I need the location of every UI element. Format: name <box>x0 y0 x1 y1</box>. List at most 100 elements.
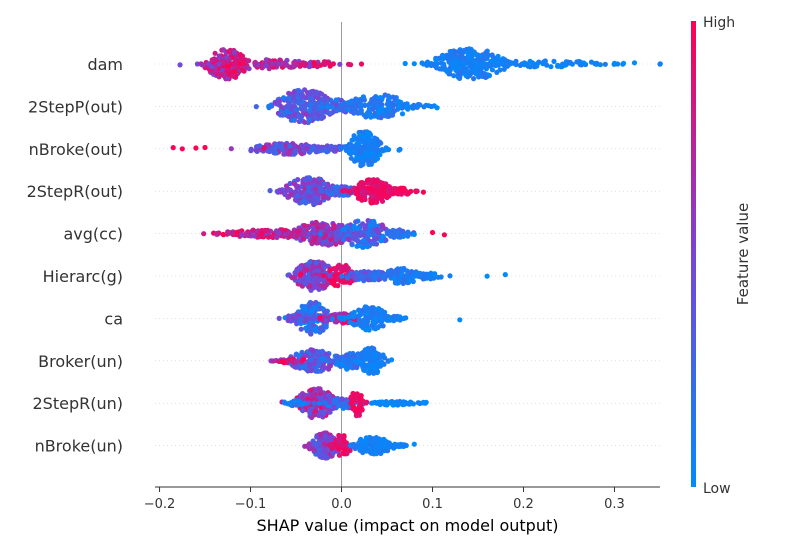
shap-point <box>282 104 289 111</box>
shap-point <box>351 235 357 241</box>
shap-point <box>371 218 377 224</box>
shap-point <box>380 233 386 239</box>
shap-point <box>611 60 618 66</box>
shap-point <box>281 95 287 101</box>
shap-point <box>378 195 384 202</box>
shap-point <box>313 260 319 266</box>
shap-point <box>345 232 351 239</box>
shap-point <box>295 229 301 235</box>
shap-point <box>306 315 312 321</box>
shap-point <box>310 264 316 270</box>
shap-point <box>321 441 328 447</box>
shap-point <box>287 180 293 187</box>
shap-point <box>310 322 316 328</box>
shap-point <box>581 60 587 66</box>
shap-point <box>373 136 379 142</box>
shap-point <box>483 74 489 80</box>
shap-point <box>353 277 359 283</box>
shap-point <box>317 62 324 68</box>
shap-point <box>361 322 367 328</box>
shap-point <box>391 276 397 282</box>
shap-point <box>276 61 282 67</box>
shap-point <box>483 50 489 56</box>
shap-point <box>301 236 307 242</box>
shap-point <box>299 391 306 397</box>
shap-point <box>351 309 357 315</box>
dots-layer <box>170 46 663 461</box>
shap-point <box>369 310 375 316</box>
shap-point <box>323 239 330 245</box>
shap-point <box>338 433 344 439</box>
shap-point <box>468 70 474 76</box>
shap-point <box>352 146 358 152</box>
shap-point <box>306 443 312 449</box>
shap-point <box>396 99 402 105</box>
shap-point <box>349 137 355 143</box>
shap-point <box>404 104 410 110</box>
shap-point <box>331 404 337 410</box>
shap-point <box>377 323 383 329</box>
shap-point <box>327 363 333 369</box>
shap-point <box>313 186 319 192</box>
shap-point <box>360 307 366 313</box>
shap-point <box>433 57 439 63</box>
shap-point <box>410 401 416 407</box>
shap-point <box>354 155 360 161</box>
shap-point <box>300 408 306 414</box>
shap-point <box>391 186 397 192</box>
shap-point <box>391 318 397 324</box>
shap-point <box>357 312 363 318</box>
shap-point <box>379 147 385 153</box>
shap-point <box>349 241 355 247</box>
shap-point <box>342 265 348 271</box>
shap-point <box>548 64 554 70</box>
shap-point <box>321 97 327 103</box>
shap-point <box>334 353 340 359</box>
shap-point <box>386 272 392 278</box>
shap-point <box>338 146 344 152</box>
shap-point <box>471 76 477 82</box>
shap-point <box>234 229 240 235</box>
shap-point <box>354 187 360 193</box>
shap-point <box>307 362 313 368</box>
shap-point <box>484 273 490 279</box>
shap-point <box>389 357 395 363</box>
shap-point <box>227 230 233 236</box>
shap-point <box>329 191 335 197</box>
shap-point <box>307 108 313 114</box>
shap-point <box>316 361 322 367</box>
shap-point <box>402 60 408 67</box>
shap-point <box>367 222 373 228</box>
shap-point <box>380 182 386 188</box>
shap-point <box>288 192 294 198</box>
colorbar-title: Feature value <box>734 203 752 305</box>
shap-point <box>521 62 527 68</box>
shap-point <box>237 61 243 67</box>
x-tick-label: 0.3 <box>604 497 625 512</box>
shap-point <box>220 231 226 238</box>
shap-point <box>377 188 383 194</box>
x-tick-label: 0.2 <box>513 497 534 512</box>
shap-point <box>265 227 271 233</box>
shap-point <box>372 438 378 444</box>
x-axis-ticks: −0.2 −0.1 0.0 0.1 0.2 0.3 <box>144 487 625 512</box>
shap-point <box>354 231 360 237</box>
shap-point <box>441 232 447 238</box>
shap-point <box>252 59 258 65</box>
shap-point <box>289 358 295 364</box>
shap-point <box>309 414 315 420</box>
shap-point <box>216 230 222 236</box>
shap-point <box>353 107 359 113</box>
shap-point <box>419 60 425 66</box>
shap-point <box>340 226 347 233</box>
shap-point <box>365 305 371 311</box>
shap-point <box>576 58 582 65</box>
shap-point <box>341 237 347 243</box>
shap-point <box>489 67 495 73</box>
shap-point <box>291 89 297 95</box>
shap-point <box>338 97 344 103</box>
shap-point <box>500 61 506 68</box>
shap-point <box>358 163 364 169</box>
shap-point <box>225 75 231 82</box>
shap-point <box>358 436 364 442</box>
